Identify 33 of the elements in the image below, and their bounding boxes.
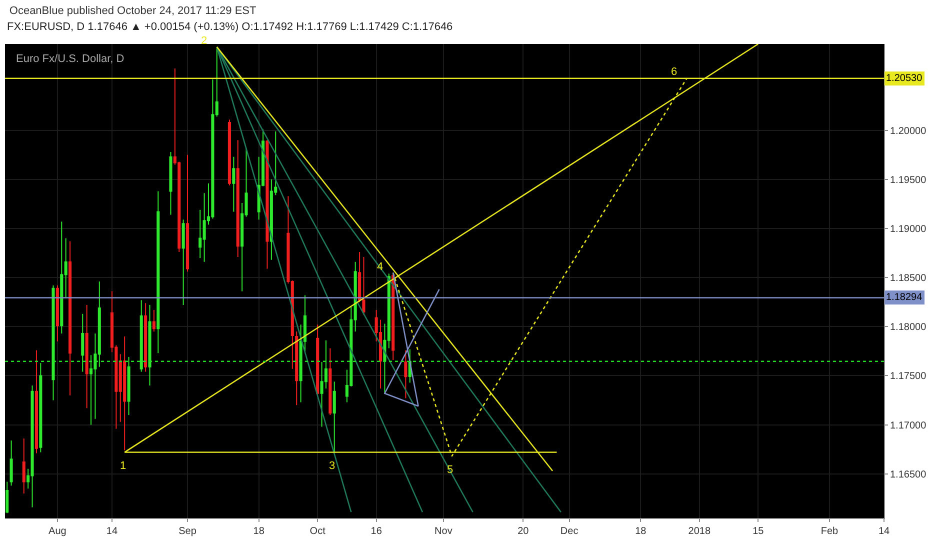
y-tick-label: 1.20000	[890, 126, 927, 137]
x-tick-label: Aug	[48, 526, 66, 537]
y-tick-label: 1.19000	[890, 224, 927, 235]
annotation: 2	[201, 35, 208, 47]
x-tick-label: 18	[635, 526, 647, 537]
x-tick-label: 16	[370, 526, 382, 537]
x-tick-label: 2018	[688, 526, 711, 537]
x-tick-label: Sep	[178, 526, 197, 537]
ref-line-label: 1.20530	[886, 73, 923, 84]
x-tick-label: 14	[878, 526, 890, 537]
annotation: 6	[671, 66, 678, 78]
annotation: 1	[120, 460, 126, 472]
annotation: 4	[377, 261, 384, 273]
x-tick-label: Feb	[820, 526, 839, 537]
chart-title: OceanBlue published October 24, 2017 11:29 EST	[9, 4, 257, 17]
y-tick-label: 1.17500	[890, 371, 927, 382]
y-tick-label: 1.17000	[890, 420, 927, 432]
ref-line-label: 1.18294	[886, 292, 923, 303]
x-tick-label: 20	[518, 526, 530, 537]
annotation: 5	[447, 464, 454, 476]
x-tick-label: Oct	[310, 526, 326, 537]
chart-subtitle: FX:EURUSD, D 1.17646 ▲ +0.00154 (+0.13%) O:1.17492 H:1.17769 L:1.17429 C:1.17646	[7, 21, 453, 33]
y-tick-label: 1.16500	[890, 469, 927, 480]
annotation: 3	[329, 460, 336, 472]
y-tick-label: 1.18000	[890, 322, 927, 334]
x-tick-label: Nov	[434, 526, 452, 537]
annotation: Euro Fx/U.S. Dollar, D	[16, 53, 124, 65]
y-tick-label: 1.19500	[890, 174, 927, 186]
x-tick-label: 14	[106, 526, 118, 537]
x-tick-label: 15	[752, 526, 764, 537]
y-tick-label: 1.18500	[890, 273, 927, 284]
x-tick-label: Dec	[560, 526, 578, 537]
x-tick-label: 18	[253, 526, 265, 537]
